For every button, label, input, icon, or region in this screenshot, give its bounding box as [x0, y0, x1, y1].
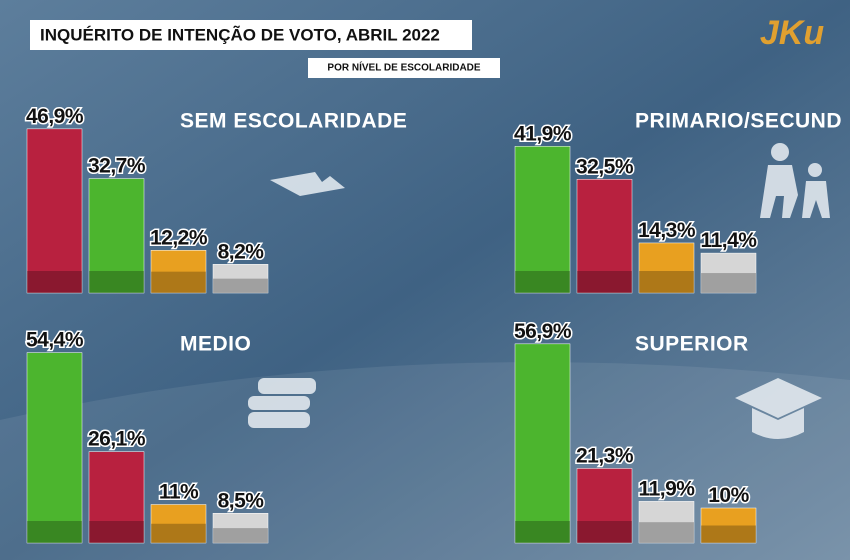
bar [514, 343, 571, 544]
bar [88, 178, 145, 294]
value-label: 10% [708, 484, 749, 507]
value-label: 11,4% [701, 229, 758, 252]
bar [514, 146, 571, 294]
bar-emblem-band [27, 271, 82, 293]
bar-emblem-band [151, 523, 206, 543]
value-label: 8,2% [218, 240, 265, 263]
value-label: 41,9% [514, 122, 572, 145]
title-box [30, 20, 472, 50]
value-label: 21,3% [576, 444, 634, 467]
value-label: 26,1% [88, 428, 146, 451]
subtitle-box [308, 58, 500, 78]
bar [26, 352, 83, 544]
bar-emblem-band [701, 273, 756, 293]
bar [638, 242, 695, 294]
bar-emblem-band [151, 271, 206, 293]
bar-emblem-band [515, 271, 570, 293]
bar [576, 179, 633, 294]
bar [88, 451, 145, 544]
bar [212, 513, 269, 544]
value-label: 11% [159, 481, 199, 504]
bar-emblem-band [639, 271, 694, 293]
value-label: 32,7% [88, 155, 146, 178]
panels: SEM ESCOLARIDADE 46,9% 32,7% 12,2% 8,2% PRIMA… [24, 103, 842, 544]
bar [700, 252, 757, 294]
value-label: 11,9% [639, 477, 696, 500]
value-label: 12,2% [150, 226, 208, 249]
student-icon [802, 181, 830, 218]
value-label: 46,9% [26, 105, 84, 128]
logo: JKu [760, 14, 824, 52]
student-icon [771, 143, 789, 161]
background-swoosh [0, 362, 850, 560]
bar [700, 507, 757, 544]
bar-panel: PRIMARIO/SECUND 41,9%32,5% 14,3% 11,4% [512, 110, 842, 294]
value-label: 56,9% [514, 320, 572, 343]
bar-emblem-band [213, 528, 268, 543]
value-label: 8,5% [218, 489, 265, 512]
student-icon [808, 163, 822, 177]
bar-emblem-band [89, 521, 144, 543]
bar-emblem-band [577, 271, 632, 293]
panel-title: PRIMARIO/SECUND [635, 110, 842, 133]
icons [248, 143, 830, 439]
bar-emblem-band [639, 522, 694, 543]
books-icon [248, 412, 310, 428]
panel-title: SUPERIOR [635, 333, 749, 356]
bar-emblem-band [89, 271, 144, 293]
bar-emblem-band [27, 521, 82, 543]
bar-emblem-band [515, 521, 570, 543]
subtitle: POR NÍVEL DE ESCOLARIDADE [327, 61, 480, 74]
bar [150, 250, 207, 294]
bar [212, 264, 269, 294]
graduation-cap-icon [752, 408, 804, 439]
bar-panel: SUPERIOR 56,9% 21,3%11,9% 10% [512, 318, 757, 544]
bar-emblem-band [577, 521, 632, 543]
panel-title: SEM ESCOLARIDADE [180, 110, 407, 133]
graduation-cap-icon [735, 378, 822, 418]
value-label: 32,5% [576, 155, 634, 178]
bar-panel: SEM ESCOLARIDADE 46,9% 32,7% 12,2% 8,2% [24, 103, 407, 294]
broken-pencil-icon [270, 172, 345, 196]
bar-panel: MEDIO 54,4% 26,1% 11% 8,5% [24, 327, 269, 544]
books-icon [258, 378, 316, 394]
bar [150, 504, 207, 544]
title: INQUÉRITO DE INTENÇÃO DE VOTO, ABRIL 202… [40, 24, 440, 44]
bar [638, 501, 695, 544]
bar [26, 128, 83, 294]
value-label: 54,4% [26, 329, 84, 352]
bar-emblem-band [213, 278, 268, 293]
bar-emblem-band [701, 525, 756, 543]
student-icon [760, 165, 798, 218]
panel-title: MEDIO [180, 333, 251, 356]
value-label: 14,3% [638, 219, 696, 242]
books-icon [248, 396, 310, 410]
bar [576, 468, 633, 544]
